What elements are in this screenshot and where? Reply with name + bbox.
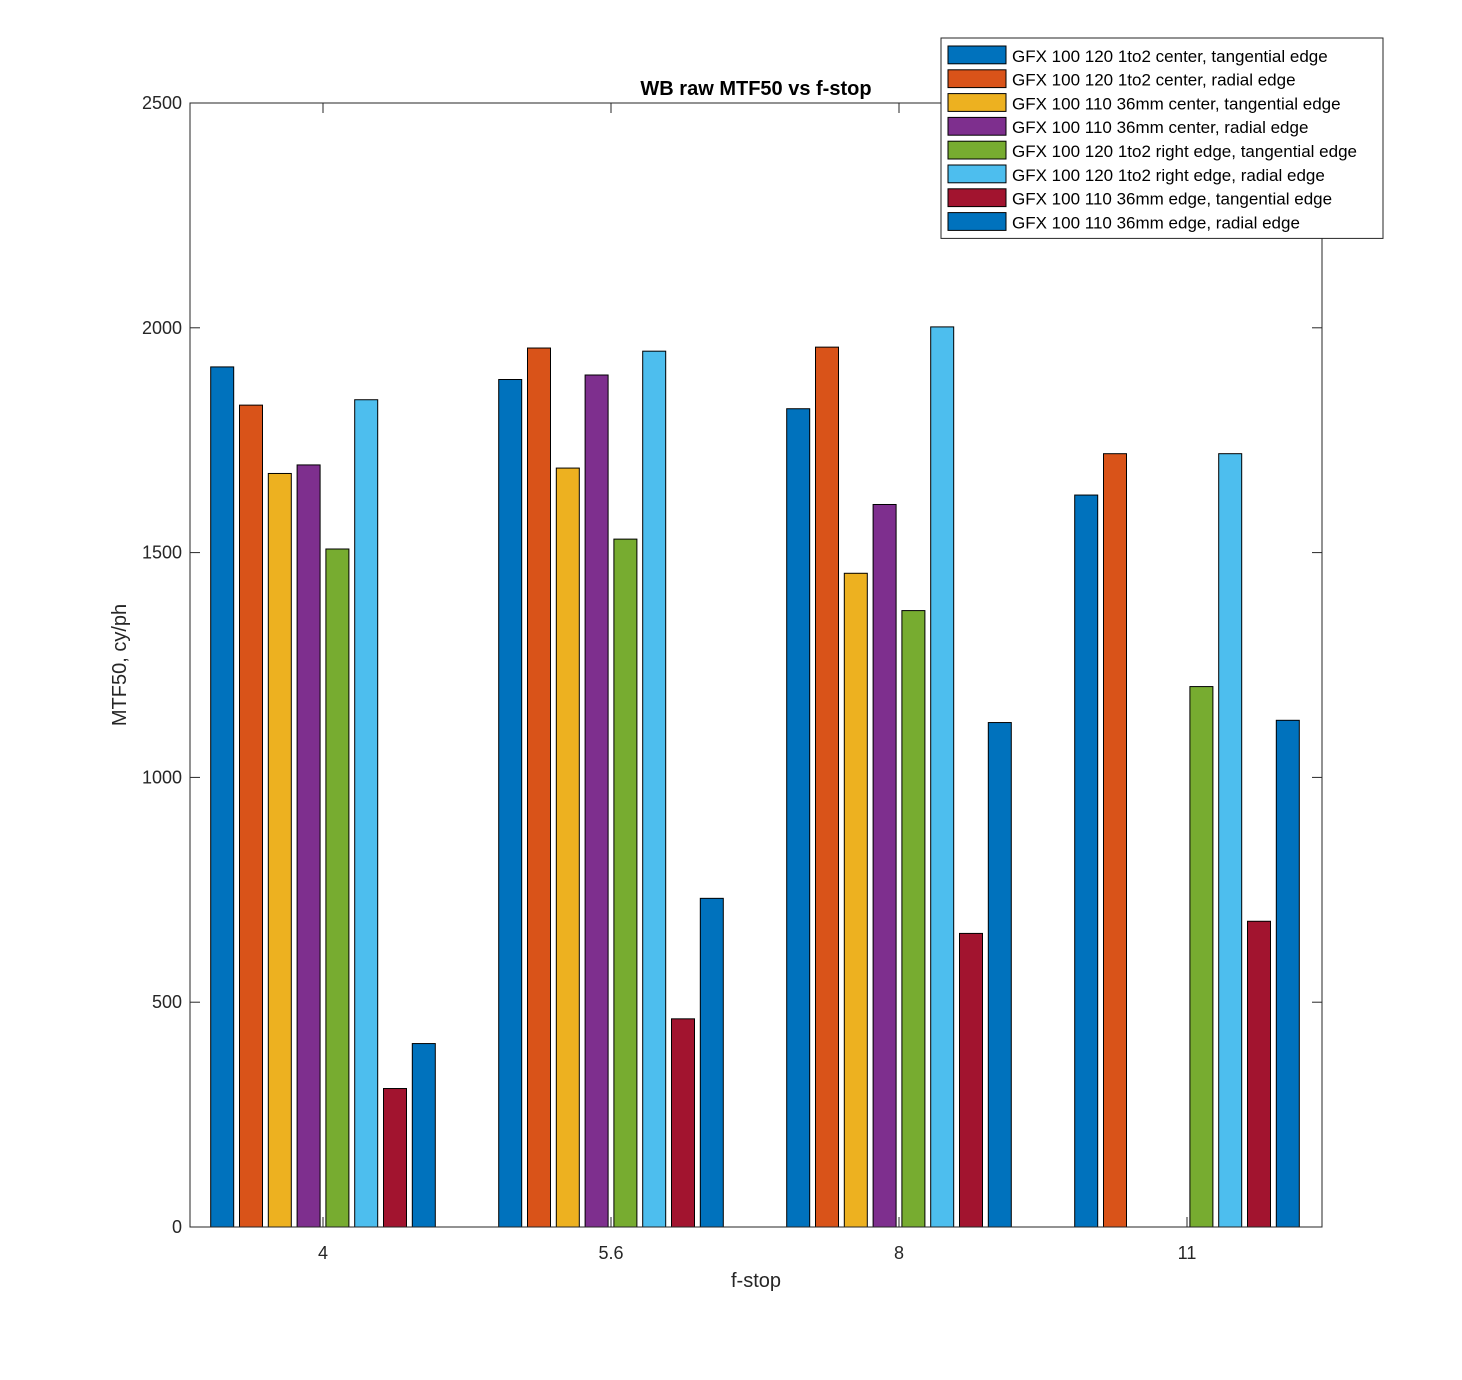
legend-swatch [947, 116, 1007, 136]
y-axis-title: MTF50, cy/ph [109, 604, 131, 726]
bar [296, 464, 321, 1228]
bar [354, 399, 379, 1228]
legend-entry-label: GFX 100 110 36mm center, radial edge [1012, 118, 1308, 137]
bar [383, 1088, 407, 1228]
y-tick-label: 2500 [142, 93, 182, 113]
y-tick-label: 500 [152, 992, 182, 1012]
bar [239, 404, 263, 1228]
legend-swatch [947, 188, 1007, 208]
bar [671, 1018, 695, 1228]
bar [584, 374, 609, 1228]
bar [498, 379, 523, 1228]
legend-entry-label: GFX 100 110 36mm center, tangential edge [1012, 94, 1341, 113]
legend-swatch [947, 212, 1007, 231]
legend-swatch [947, 140, 1007, 160]
legend-swatch [947, 164, 1007, 184]
bar [959, 932, 983, 1228]
bar [527, 347, 551, 1228]
bar [786, 408, 811, 1228]
legend-entry-label: GFX 100 120 1to2 right edge, tangential … [1012, 142, 1357, 161]
bar [987, 722, 1012, 1228]
ticks-layer: 0 500 1000 1500 2000 2500 4 5.6 8 11 [142, 93, 1322, 1263]
legend-swatch [947, 93, 1007, 112]
bar [843, 572, 868, 1228]
x-tick-label: 11 [1178, 1243, 1197, 1263]
axes-box [189, 102, 1323, 1228]
bar [699, 897, 724, 1228]
bars-layer [210, 326, 1300, 1228]
bar [210, 366, 235, 1228]
bar [613, 538, 638, 1228]
bar [267, 472, 292, 1228]
legend-entry-label: GFX 100 120 1to2 right edge, radial edge [1012, 166, 1325, 185]
legend-swatch [947, 69, 1007, 89]
legend-entry-label: GFX 100 110 36mm edge, radial edge [1012, 213, 1300, 232]
legend-entry-label: GFX 100 120 1to2 center, tangential edge [1012, 47, 1328, 66]
legend-box [940, 37, 1384, 239]
chart-title: WB raw MTF50 vs f-stop [640, 78, 871, 100]
bar [815, 346, 839, 1228]
y-tick-label: 2000 [142, 318, 182, 338]
bar [1074, 494, 1099, 1228]
y-tick-label: 1500 [142, 543, 182, 563]
legend: GFX 100 120 1to2 center, tangential edge… [940, 37, 1384, 239]
bar [1189, 686, 1214, 1228]
bar [411, 1043, 436, 1228]
bar [1247, 920, 1271, 1228]
y-tick-label: 1000 [142, 767, 182, 787]
x-tick-label: 8 [894, 1243, 904, 1263]
bar [1218, 453, 1243, 1228]
x-axis-title: f-stop [731, 1270, 781, 1292]
legend-entry-label: GFX 100 120 1to2 center, radial edge [1012, 71, 1296, 90]
bar [872, 503, 897, 1228]
bar [1103, 453, 1127, 1228]
x-tick-label: 4 [318, 1243, 328, 1263]
y-tick-label: 0 [172, 1217, 182, 1237]
bar [930, 326, 955, 1228]
legend-swatch [947, 45, 1007, 65]
x-tick-label: 5.6 [598, 1243, 623, 1263]
bar [1275, 719, 1300, 1228]
bar [325, 548, 350, 1228]
legend-entry-label: GFX 100 110 36mm edge, tangential edge [1012, 190, 1332, 209]
bar [555, 467, 580, 1228]
bar [901, 610, 926, 1228]
bar [642, 350, 667, 1228]
